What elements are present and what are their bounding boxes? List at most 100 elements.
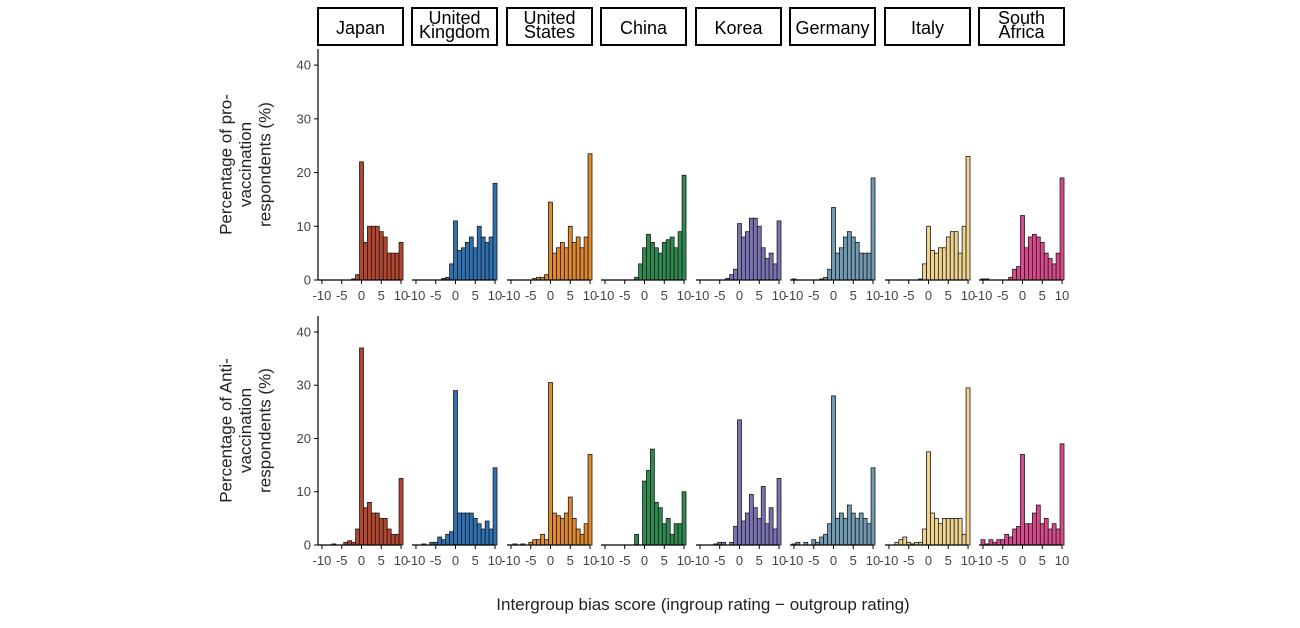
- histogram-bar-japan: [359, 161, 364, 281]
- histogram-bar-germany: [831, 207, 836, 281]
- x-tick-label: -10: [502, 288, 521, 303]
- histogram-bar-china: [657, 507, 663, 546]
- histogram-bar-south-africa: [1016, 525, 1021, 546]
- histogram-bar-germany: [854, 517, 860, 546]
- histogram-bar-japan: [374, 225, 380, 281]
- x-tick-label: 10: [866, 553, 880, 568]
- histogram-bar-germany: [819, 536, 825, 546]
- histogram-bar-china: [673, 247, 679, 281]
- histogram-bar-italy: [937, 247, 943, 281]
- histogram-bar-korea: [760, 486, 766, 546]
- facet-strip-italy: [884, 7, 971, 46]
- histogram-bar-south-africa: [1035, 504, 1041, 546]
- histogram-bar-korea: [741, 520, 746, 546]
- histogram-bar-united-states: [548, 382, 553, 546]
- histogram-bar-japan: [390, 533, 396, 546]
- histogram-bar-south-africa: [1004, 533, 1010, 546]
- x-tick-label: 10: [866, 288, 880, 303]
- histogram-bar-united-kingdom: [464, 241, 470, 281]
- histogram-bar-united-kingdom: [472, 247, 478, 281]
- histogram-bar-united-states: [575, 236, 581, 281]
- x-tick-label: -5: [525, 553, 537, 568]
- x-tick-label: 10: [677, 288, 691, 303]
- x-tick-label: -10: [313, 553, 332, 568]
- y-axis-title-line: respondents (%): [255, 102, 274, 227]
- y-tick-label: 30: [297, 378, 311, 393]
- x-tick-label: 10: [394, 553, 408, 568]
- y-axis-title-line: Percentage of Anti-: [216, 358, 235, 503]
- histogram-bar-italy: [961, 533, 967, 546]
- histogram-bar-united-kingdom: [441, 539, 447, 546]
- facet-strip-united-states: [506, 7, 593, 46]
- histogram-bar-china: [653, 247, 659, 281]
- x-tick-label: 5: [472, 553, 479, 568]
- histogram-bar-south-africa: [1039, 241, 1045, 281]
- histogram-bar-korea: [737, 419, 742, 546]
- x-tick-label: 5: [661, 553, 668, 568]
- histogram-bar-united-states: [587, 454, 593, 546]
- histogram-bar-south-africa: [1028, 236, 1033, 281]
- facet-label: Japan: [336, 18, 385, 38]
- histogram-bar-japan: [386, 252, 392, 281]
- histogram-bar-south-africa: [996, 539, 1002, 546]
- histogram-bar-united-kingdom: [480, 236, 486, 281]
- histogram-bar-united-states: [532, 539, 538, 546]
- facet-label: United: [523, 8, 575, 28]
- x-tick-label: -10: [407, 288, 426, 303]
- histogram-bar-japan: [347, 540, 353, 546]
- histogram-bar-japan: [378, 231, 384, 281]
- y-axis-title: Percentage of Anti-vaccinationrespondent…: [216, 358, 274, 503]
- x-tick-label: -5: [525, 288, 537, 303]
- histogram-bar-china: [669, 533, 675, 546]
- histogram-bar-china: [642, 247, 647, 281]
- histogram-bar-united-states: [540, 533, 545, 546]
- x-tick-label: 10: [488, 288, 502, 303]
- x-tick-label: 5: [378, 288, 385, 303]
- histogram-bar-germany: [842, 236, 848, 281]
- histogram-bar-south-africa: [1016, 266, 1021, 281]
- histogram-bar-united-kingdom: [464, 512, 470, 546]
- histogram-bar-south-africa: [1020, 454, 1025, 546]
- x-tick-label: 0: [641, 553, 648, 568]
- histogram-bar-italy: [957, 252, 963, 281]
- histogram-bar-italy: [930, 250, 935, 281]
- histogram-bar-united-states: [556, 515, 561, 546]
- histogram-bar-korea: [733, 525, 738, 546]
- x-tick-label: -10: [880, 553, 899, 568]
- histogram-bar-china: [646, 470, 651, 546]
- histogram-bar-united-states: [559, 517, 565, 546]
- histogram-bar-united-states: [575, 528, 581, 546]
- x-tick-label: -5: [336, 288, 348, 303]
- histogram-bar-united-kingdom: [445, 533, 450, 546]
- x-tick-label: -5: [619, 553, 631, 568]
- x-tick-label: 5: [1039, 553, 1046, 568]
- histogram-bar-germany: [866, 523, 872, 546]
- histogram-bar-germany: [831, 395, 836, 546]
- histogram-bar-korea: [772, 528, 778, 546]
- facet-label: Korea: [714, 18, 763, 38]
- x-tick-label: 10: [772, 553, 786, 568]
- histogram-bar-japan: [363, 507, 368, 546]
- x-tick-label: 0: [452, 288, 459, 303]
- x-tick-label: 0: [1019, 288, 1026, 303]
- histogram-bar-china: [653, 501, 659, 546]
- histogram-bar-united-states: [544, 539, 549, 546]
- histogram-bar-italy: [953, 517, 959, 546]
- x-tick-label: 5: [756, 288, 763, 303]
- histogram-bar-japan: [378, 517, 384, 546]
- histogram-bar-china: [650, 241, 655, 281]
- histogram-bar-italy: [902, 536, 908, 546]
- histogram-bar-korea: [737, 223, 742, 281]
- histogram-bar-germany: [870, 177, 876, 281]
- histogram-bar-south-africa: [1055, 252, 1061, 281]
- histogram-bar-japan: [394, 533, 400, 546]
- histogram-bar-japan: [367, 501, 372, 546]
- histogram-bar-china: [677, 523, 683, 546]
- histogram-bar-united-kingdom: [480, 528, 486, 546]
- histogram-bar-germany: [835, 517, 840, 546]
- histogram-bar-united-kingdom: [453, 390, 458, 546]
- x-tick-label: 10: [961, 288, 975, 303]
- histogram-bar-italy: [934, 252, 939, 281]
- x-tick-label: -5: [997, 553, 1009, 568]
- histogram-bar-united-kingdom: [461, 512, 466, 546]
